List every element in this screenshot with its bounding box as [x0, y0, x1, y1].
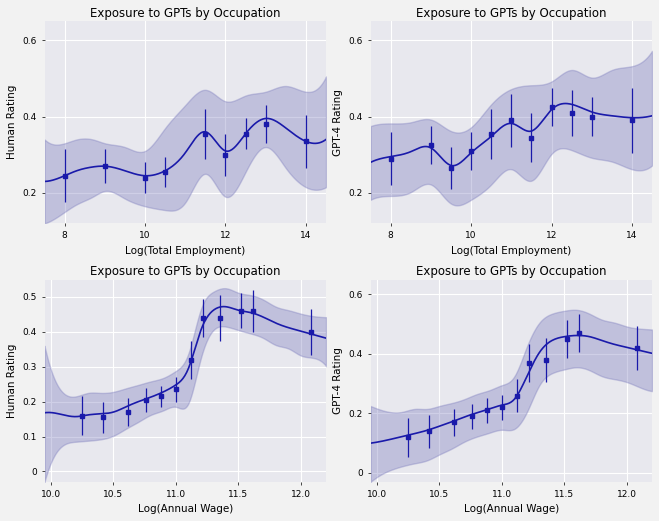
- Y-axis label: Human Rating: Human Rating: [7, 343, 17, 418]
- Title: Exposure to GPTs by Occupation: Exposure to GPTs by Occupation: [90, 265, 281, 278]
- X-axis label: Log(Total Employment): Log(Total Employment): [125, 245, 245, 256]
- X-axis label: Log(Annual Wage): Log(Annual Wage): [138, 504, 233, 514]
- X-axis label: Log(Annual Wage): Log(Annual Wage): [464, 504, 559, 514]
- Title: Exposure to GPTs by Occupation: Exposure to GPTs by Occupation: [416, 265, 606, 278]
- X-axis label: Log(Total Employment): Log(Total Employment): [451, 245, 571, 256]
- Title: Exposure to GPTs by Occupation: Exposure to GPTs by Occupation: [90, 7, 281, 20]
- Title: Exposure to GPTs by Occupation: Exposure to GPTs by Occupation: [416, 7, 606, 20]
- Y-axis label: GPT-4 Rating: GPT-4 Rating: [333, 348, 343, 414]
- Y-axis label: GPT-4 Rating: GPT-4 Rating: [333, 89, 343, 156]
- Y-axis label: Human Rating: Human Rating: [7, 85, 17, 159]
